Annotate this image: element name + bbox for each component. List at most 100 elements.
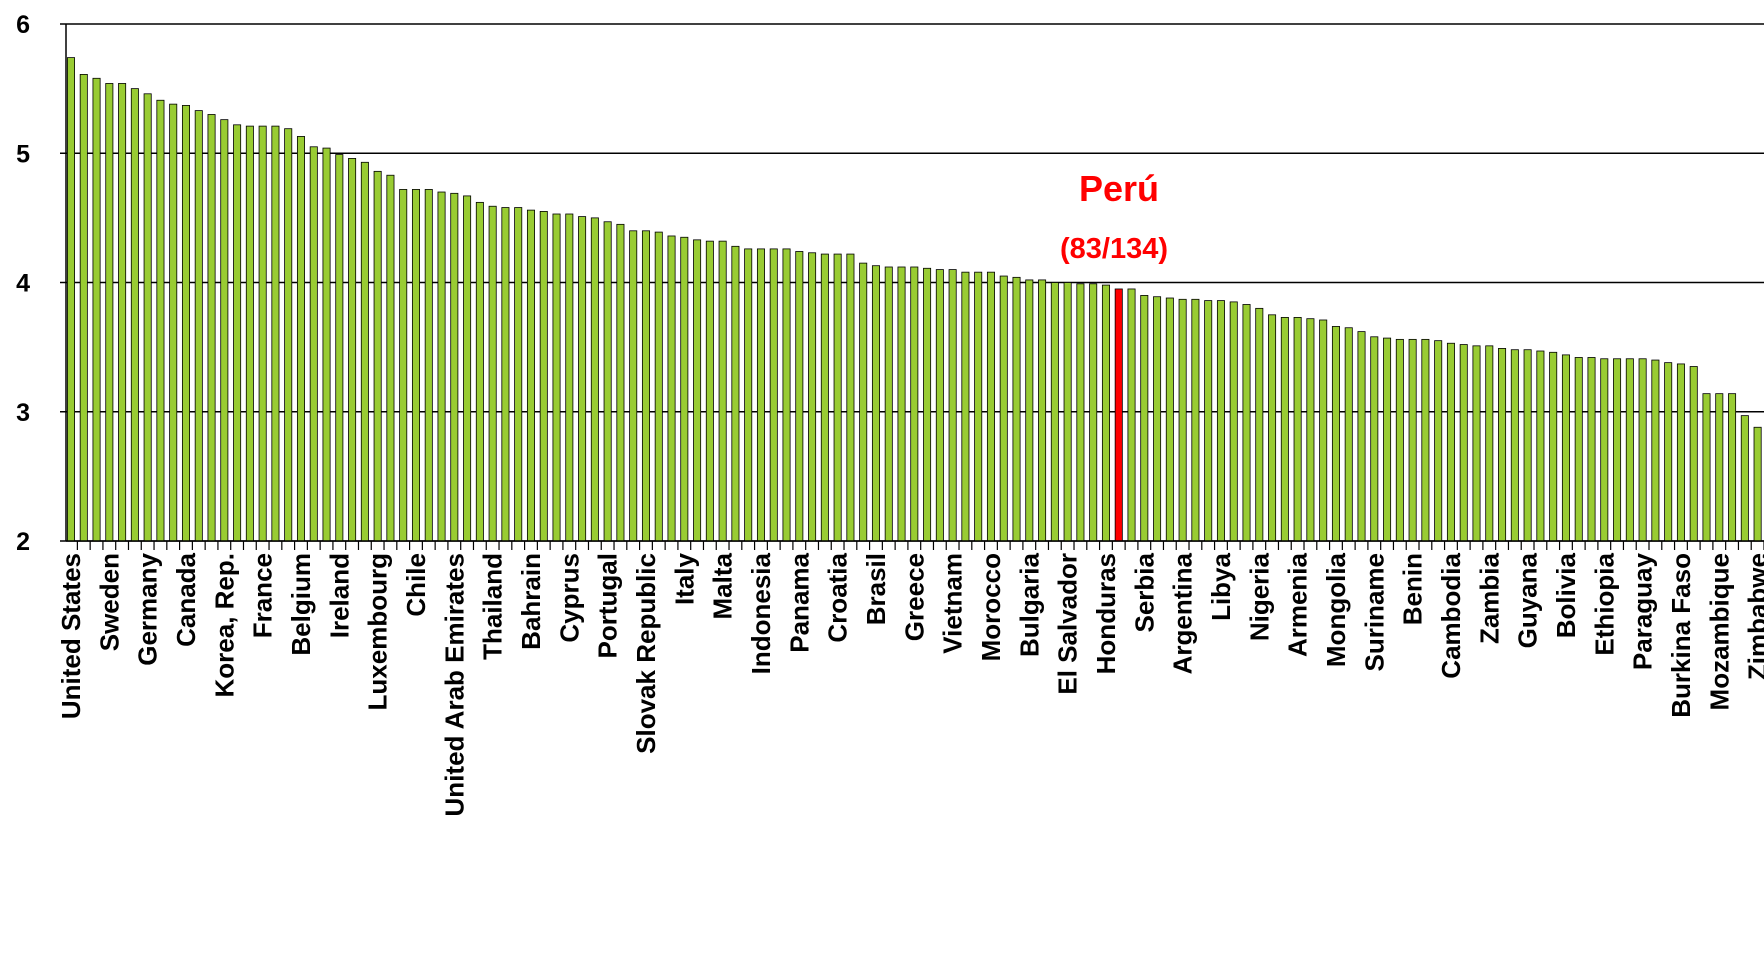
- x-tick-label: Slovak Republic: [631, 553, 661, 754]
- y-tick-label: 5: [16, 140, 30, 168]
- x-tick-label: Indonesia: [746, 552, 776, 674]
- bar: [1204, 300, 1213, 542]
- bar: [1408, 338, 1417, 542]
- bar: [1319, 319, 1328, 542]
- bar: [1498, 348, 1507, 542]
- bar: [1676, 363, 1685, 542]
- bar: [1459, 344, 1468, 542]
- bar: [1268, 314, 1277, 542]
- bar: [999, 275, 1008, 542]
- bar: [373, 170, 382, 542]
- bar: [756, 248, 765, 542]
- bar: [1561, 354, 1570, 542]
- bar: [859, 262, 868, 542]
- x-tick-label: Bolivia: [1551, 552, 1581, 638]
- y-tick-label: 6: [16, 11, 30, 39]
- bar: [1421, 338, 1430, 542]
- bar: [1651, 359, 1660, 542]
- bar: [961, 271, 970, 542]
- bar: [360, 161, 369, 542]
- bar: [948, 269, 957, 542]
- bar: [833, 253, 842, 542]
- x-tick-label: Croatia: [823, 552, 853, 642]
- x-tick-label: Brasil: [861, 553, 891, 625]
- bar: [66, 57, 75, 542]
- x-tick-label: Honduras: [1091, 553, 1121, 674]
- bar: [1153, 296, 1162, 542]
- bar: [1434, 340, 1443, 542]
- bar: [1587, 357, 1596, 542]
- bar: [795, 251, 804, 542]
- bar: [680, 236, 689, 542]
- bar: [1178, 298, 1187, 542]
- bar: [309, 146, 318, 542]
- bar: [386, 174, 395, 542]
- bar: [1140, 295, 1149, 542]
- bar: [156, 99, 165, 542]
- bar: [220, 119, 229, 542]
- bar: [322, 147, 331, 542]
- bar: [1344, 327, 1353, 542]
- x-tick-label: Greece: [899, 553, 929, 641]
- bar: [1063, 282, 1072, 542]
- bar: [1255, 307, 1264, 542]
- bar: [1127, 288, 1136, 542]
- annotation-title: Perú: [1079, 168, 1159, 209]
- bar: [1715, 393, 1724, 542]
- bar: [475, 201, 484, 542]
- bar: [1280, 316, 1289, 542]
- bar: [603, 221, 612, 542]
- x-tick-label: Zambia: [1474, 552, 1504, 644]
- bar: [808, 252, 817, 542]
- bar: [118, 83, 127, 542]
- bar: [437, 191, 446, 542]
- bar: [744, 248, 753, 542]
- bar: [514, 207, 523, 542]
- bar: [1536, 350, 1545, 542]
- x-tick-label: Nigeria: [1244, 552, 1274, 641]
- bar: [782, 248, 791, 542]
- bar: [1101, 284, 1110, 542]
- x-tick-label: Argentina: [1168, 552, 1198, 674]
- bar: [1600, 358, 1609, 542]
- bar: [1370, 336, 1379, 542]
- x-tick-label: Libya: [1206, 552, 1236, 620]
- bar: [1306, 318, 1315, 542]
- x-tick-label: Italy: [669, 552, 699, 605]
- bar: [1383, 337, 1392, 542]
- bar: [1242, 304, 1251, 542]
- bar: [769, 248, 778, 542]
- bar: [296, 136, 305, 542]
- bar: [271, 125, 280, 542]
- x-tick-label: Portugal: [593, 553, 623, 658]
- bar: [79, 74, 88, 542]
- y-tick-label: 4: [16, 270, 30, 298]
- bar: [130, 88, 139, 542]
- bar: [335, 154, 344, 542]
- x-tick-label: Panama: [784, 552, 814, 652]
- bar: [258, 125, 267, 542]
- bar: [1293, 316, 1302, 542]
- bar: [169, 103, 178, 542]
- bar: [1613, 358, 1622, 542]
- bar: [1753, 426, 1762, 542]
- bar: [501, 207, 510, 542]
- bar: [974, 271, 983, 542]
- bar: [181, 105, 190, 542]
- bar: [552, 213, 561, 542]
- x-tick-label: Chile: [401, 553, 431, 617]
- bar: [194, 110, 203, 542]
- x-tick-label: Bulgaria: [1014, 552, 1044, 657]
- x-tick-label: Zimbabwe: [1743, 553, 1764, 680]
- bar: [1510, 349, 1519, 542]
- bar: [705, 240, 714, 542]
- bar: [1625, 358, 1634, 542]
- x-tick-label: Korea, Rep.: [209, 553, 239, 698]
- bar: [718, 240, 727, 542]
- bar: [578, 216, 587, 542]
- bar: [1446, 342, 1455, 542]
- bar: [1523, 349, 1532, 542]
- bar: [1038, 279, 1047, 542]
- bar: [1025, 279, 1034, 542]
